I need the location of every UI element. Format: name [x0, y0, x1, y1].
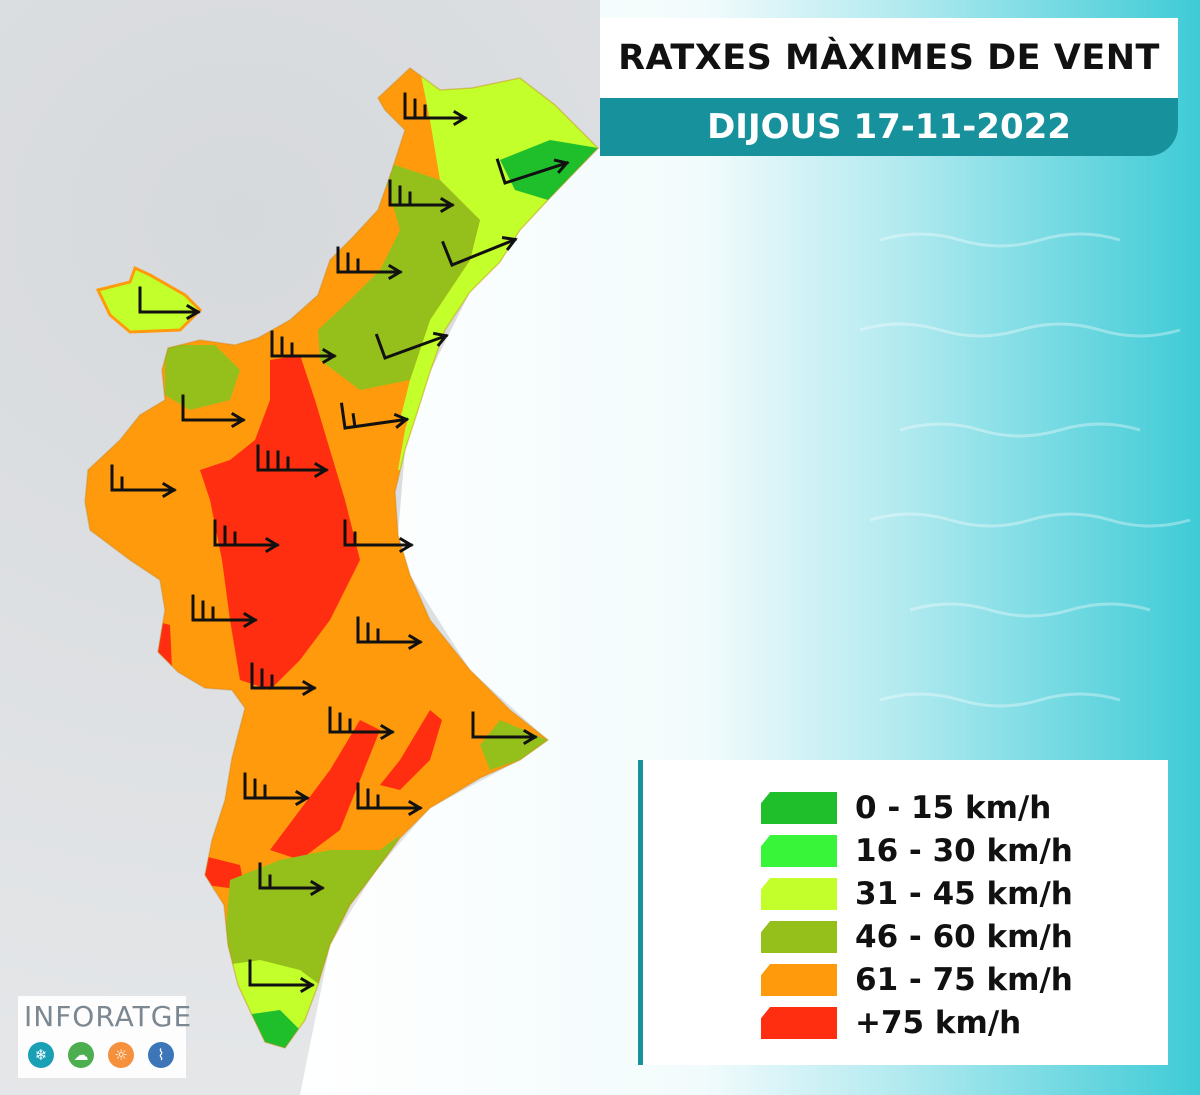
wind-barb	[343, 519, 414, 554]
zone-olive-north	[318, 160, 480, 390]
wind-barb	[250, 662, 317, 697]
zone-red-south-streak	[270, 720, 380, 860]
wind-barb	[110, 464, 177, 499]
sea-ripples	[859, 232, 1191, 708]
wind-barb	[495, 158, 570, 185]
wind-barbs	[110, 92, 570, 994]
wind-barb	[339, 402, 410, 430]
legend-label: 31 - 45 km/h	[855, 876, 1073, 912]
wind-barb-shape	[336, 246, 403, 281]
inforatge-logo: INFORATGE ❄ ☁ ☼ ⌇	[18, 996, 191, 1078]
snowflake-icon: ❄	[28, 1042, 54, 1068]
legend-swatch	[761, 1007, 837, 1039]
legend-swatch	[761, 835, 837, 867]
wind-barb-shape	[181, 394, 246, 429]
legend-item: 46 - 60 km/h	[761, 917, 1073, 957]
wind-barb	[181, 394, 246, 429]
zone-olive-west	[165, 345, 240, 410]
wind-barb	[270, 330, 337, 365]
date-banner: DIJOUS 17-11-2022	[600, 98, 1178, 156]
wind-barb	[191, 594, 258, 629]
zone-red-southeast-streak	[380, 710, 442, 790]
legend-item: 61 - 75 km/h	[761, 960, 1073, 1000]
map-date: DIJOUS 17-11-2022	[707, 107, 1071, 147]
wind-barb-shape	[256, 444, 329, 479]
wind-barb	[471, 711, 538, 746]
region-outline	[84, 67, 600, 1049]
wind-barb-shape	[356, 616, 423, 651]
wind-barb-shape	[328, 706, 395, 741]
wind-barb-shape	[471, 711, 538, 746]
wind-barb	[256, 444, 329, 479]
wind-barb-shape	[388, 179, 455, 214]
wind-barb-shape	[191, 594, 258, 629]
legend-swatch	[761, 964, 837, 996]
legend-item: +75 km/h	[761, 1003, 1021, 1043]
wind-barb-shape	[110, 464, 177, 499]
zone-red-central	[200, 355, 360, 690]
wind-barb	[403, 92, 468, 127]
legend-item: 0 - 15 km/h	[761, 788, 1051, 828]
legend-label: 46 - 60 km/h	[855, 919, 1073, 955]
legend-panel: 0 - 15 km/h 16 - 30 km/h 31 - 45 km/h 46…	[638, 760, 1168, 1065]
wind-barb-shape	[495, 158, 570, 185]
legend-swatch	[761, 878, 837, 910]
wind-barb	[243, 772, 310, 807]
legend-label: +75 km/h	[855, 1005, 1022, 1041]
wind-barb	[336, 246, 403, 281]
wind-barb	[388, 179, 455, 214]
wind-barb	[258, 862, 325, 897]
legend-item: 31 - 45 km/h	[761, 874, 1073, 914]
thermometer-icon: ⌇	[148, 1042, 174, 1068]
wind-barb-shape	[270, 330, 337, 365]
legend-label: 61 - 75 km/h	[855, 962, 1073, 998]
wind-barb-shape	[356, 782, 423, 817]
wind-barb	[356, 782, 423, 817]
wind-barb-shape	[258, 862, 325, 897]
wind-barb-shape	[213, 519, 280, 554]
wind-barb-shape	[250, 662, 317, 697]
wind-barb	[138, 286, 201, 321]
wind-barb-shape	[243, 772, 310, 807]
wind-barb-shape	[248, 959, 315, 994]
logo-text: INFORATGE	[24, 1000, 193, 1033]
wind-barb	[441, 235, 518, 267]
wind-barb-shape	[138, 286, 201, 321]
enclave-area	[95, 265, 203, 334]
legend-label: 16 - 30 km/h	[855, 833, 1073, 869]
wind-barb	[213, 519, 280, 554]
wind-barb	[356, 616, 423, 651]
title-banner: RATXES MÀXIMES DE VENT	[600, 18, 1178, 98]
rain-cloud-icon: ☁	[68, 1042, 94, 1068]
legend-label: 0 - 15 km/h	[855, 790, 1052, 826]
wind-barb	[328, 706, 395, 741]
wind-barb-shape	[441, 235, 518, 267]
wind-barb	[248, 959, 315, 994]
wind-barb-shape	[343, 519, 414, 554]
legend-item: 16 - 30 km/h	[761, 831, 1073, 871]
wind-barb-shape	[374, 331, 449, 360]
sun-icon: ☼	[108, 1042, 134, 1068]
legend-swatch	[761, 792, 837, 824]
wind-barb-shape	[403, 92, 468, 127]
zone-olive-cape	[480, 720, 548, 770]
legend-swatch	[761, 921, 837, 953]
wind-barb-shape	[339, 402, 410, 430]
map-title: RATXES MÀXIMES DE VENT	[618, 38, 1160, 78]
wind-barb	[374, 331, 449, 360]
